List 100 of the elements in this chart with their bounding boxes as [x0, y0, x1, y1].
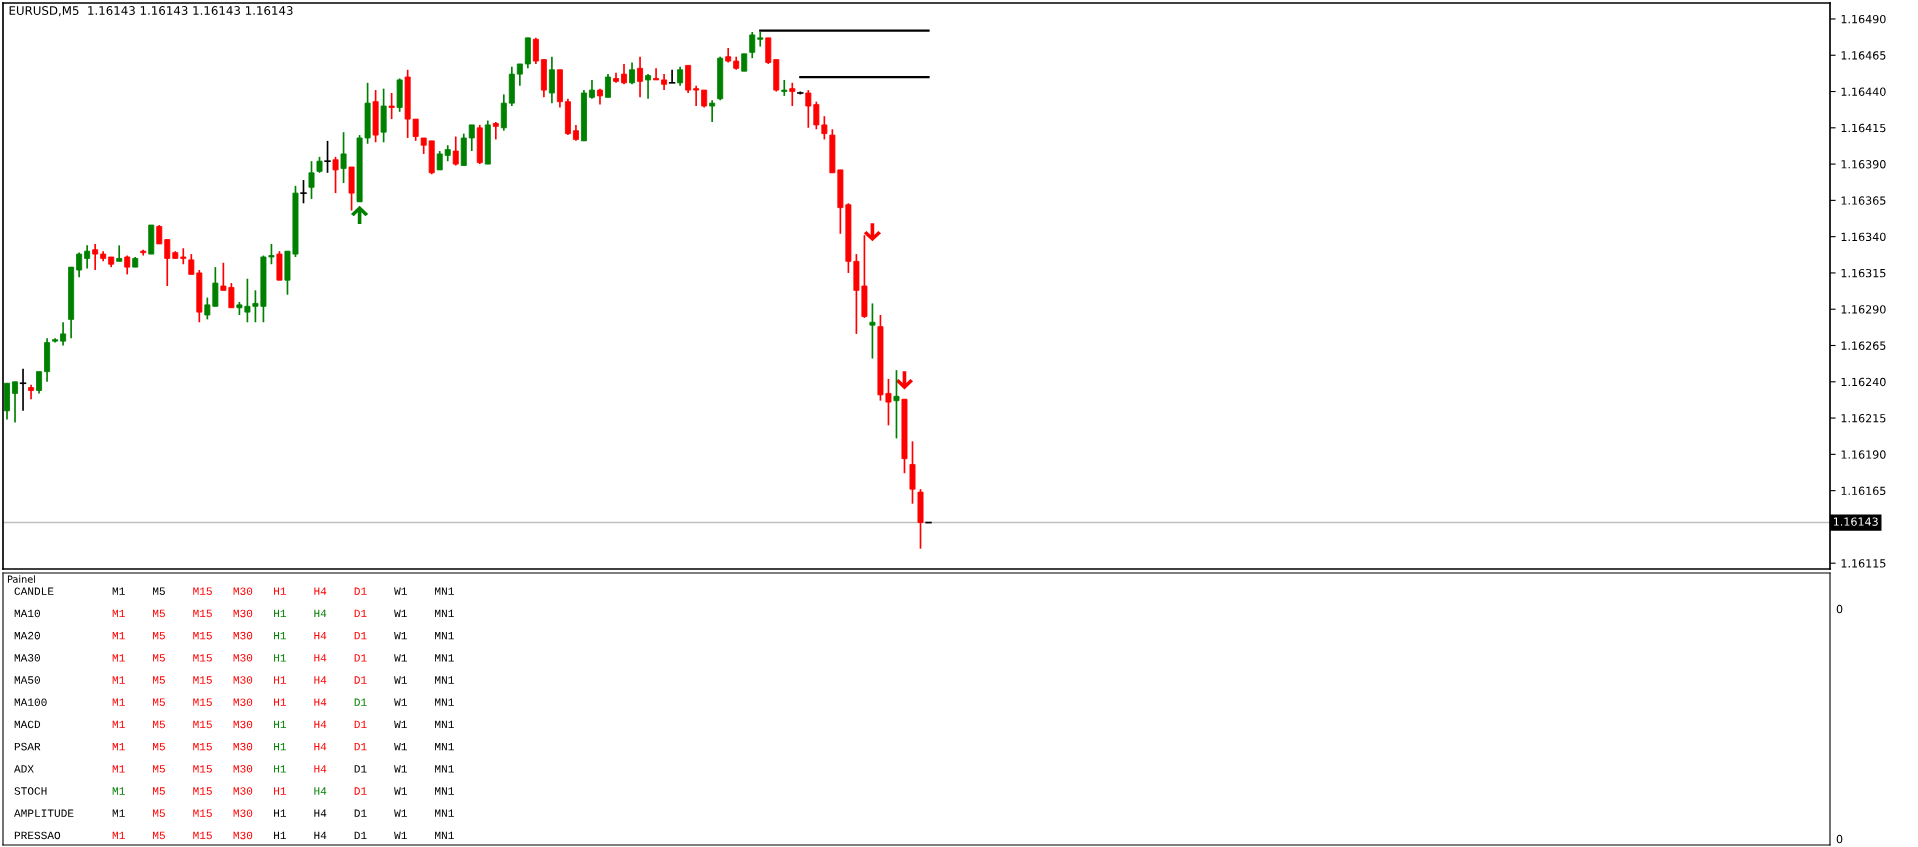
text: D1 [354, 831, 367, 840]
text: W1 [394, 587, 407, 595]
text: MN1 [435, 587, 454, 595]
text: MN1 [435, 676, 454, 684]
text: M1 [112, 742, 125, 751]
category-label: PSAR [14, 742, 41, 751]
text: M30 [233, 809, 253, 817]
text: M1 [112, 676, 125, 684]
candlestick [164, 238, 171, 287]
candlestick [645, 73, 652, 100]
text: M15 [193, 631, 212, 640]
candlestick [36, 370, 43, 395]
text: W1 [394, 831, 407, 840]
text: 0 [1836, 604, 1843, 614]
text: H4 [314, 698, 327, 706]
category-label: MA30 [14, 654, 40, 662]
text: MN1 [435, 609, 454, 618]
category-label: PRESSAO [14, 831, 61, 840]
candlestick [781, 79, 788, 97]
text: M5 [153, 587, 165, 595]
y-tick-label: 1.16240 [1841, 377, 1886, 387]
candlestick [323, 140, 332, 174]
candlestick [452, 135, 459, 167]
text: W1 [394, 720, 407, 729]
text: M5 [153, 831, 165, 840]
text: M1 [112, 631, 125, 640]
text: H4 [314, 742, 327, 751]
text: M15 [193, 698, 212, 706]
text: M15 [193, 787, 212, 795]
text: MN1 [435, 765, 454, 773]
category-label: ADX [14, 765, 34, 773]
text: MN1 [435, 631, 454, 640]
category-label: MACD [14, 720, 41, 729]
candlestick [605, 73, 611, 99]
text: H4 [314, 587, 327, 595]
candlestick [92, 243, 99, 271]
text: W1 [394, 787, 407, 795]
candlestick [468, 124, 475, 152]
text: M5 [153, 742, 165, 751]
text: M1 [112, 765, 125, 773]
category-label: CANDLE [14, 587, 54, 595]
y-tick-label: 1.16265 [1841, 341, 1886, 350]
text: H4 [314, 809, 327, 817]
text: H1 [274, 587, 286, 595]
text: M15 [193, 587, 212, 595]
text: W1 [394, 676, 407, 684]
text: H1 [274, 698, 286, 706]
candlestick [548, 55, 555, 104]
candlestick [180, 247, 187, 266]
text: D1 [354, 720, 367, 729]
text: M15 [193, 654, 212, 662]
text: M15 [193, 831, 212, 840]
text: H4 [314, 787, 327, 795]
candlestick [588, 79, 595, 100]
text: M1 [112, 720, 125, 729]
candlestick [156, 224, 163, 245]
text: M30 [233, 698, 253, 706]
candlestick [637, 55, 644, 99]
text: H4 [314, 765, 327, 773]
text: M30 [233, 631, 253, 640]
candlestick [668, 68, 677, 84]
text: D1 [354, 654, 367, 662]
text: M1 [112, 698, 125, 706]
candlestick [76, 251, 83, 279]
text: M30 [233, 676, 253, 684]
text: M5 [153, 609, 165, 618]
candlestick [532, 36, 539, 65]
text: D1 [354, 676, 367, 684]
text: M15 [193, 720, 212, 729]
text: W1 [394, 765, 407, 773]
text: H1 [274, 631, 286, 640]
candlestick [757, 31, 764, 48]
candlestick [116, 244, 123, 263]
text: M30 [233, 742, 253, 751]
y-tick-label: 1.16465 [1841, 51, 1886, 60]
candlestick [621, 63, 627, 86]
y-tick-label: 1.16415 [1841, 123, 1886, 133]
text: D1 [354, 587, 367, 595]
text: M1 [112, 609, 125, 618]
candlestick [308, 160, 315, 200]
text: W1 [394, 742, 407, 751]
candlestick [789, 81, 796, 107]
text: W1 [394, 809, 407, 817]
text: M15 [193, 809, 212, 817]
y-tick-label: 1.16390 [1841, 160, 1886, 169]
text: M15 [193, 609, 212, 618]
text: H4 [314, 654, 327, 662]
text: M1 [112, 787, 125, 795]
text: H4 [314, 831, 327, 840]
text: D1 [354, 698, 367, 706]
text: M5 [153, 765, 165, 773]
text: M5 [153, 676, 165, 684]
text: H1 [274, 742, 286, 751]
y-tick-label: 1.16215 [1841, 414, 1886, 423]
text: H4 [314, 631, 327, 640]
candlestick [749, 31, 756, 59]
text: M5 [153, 631, 165, 640]
category-label: AMPLITUDE [14, 809, 74, 817]
text: H1 [274, 654, 286, 662]
text: MN1 [435, 742, 454, 751]
